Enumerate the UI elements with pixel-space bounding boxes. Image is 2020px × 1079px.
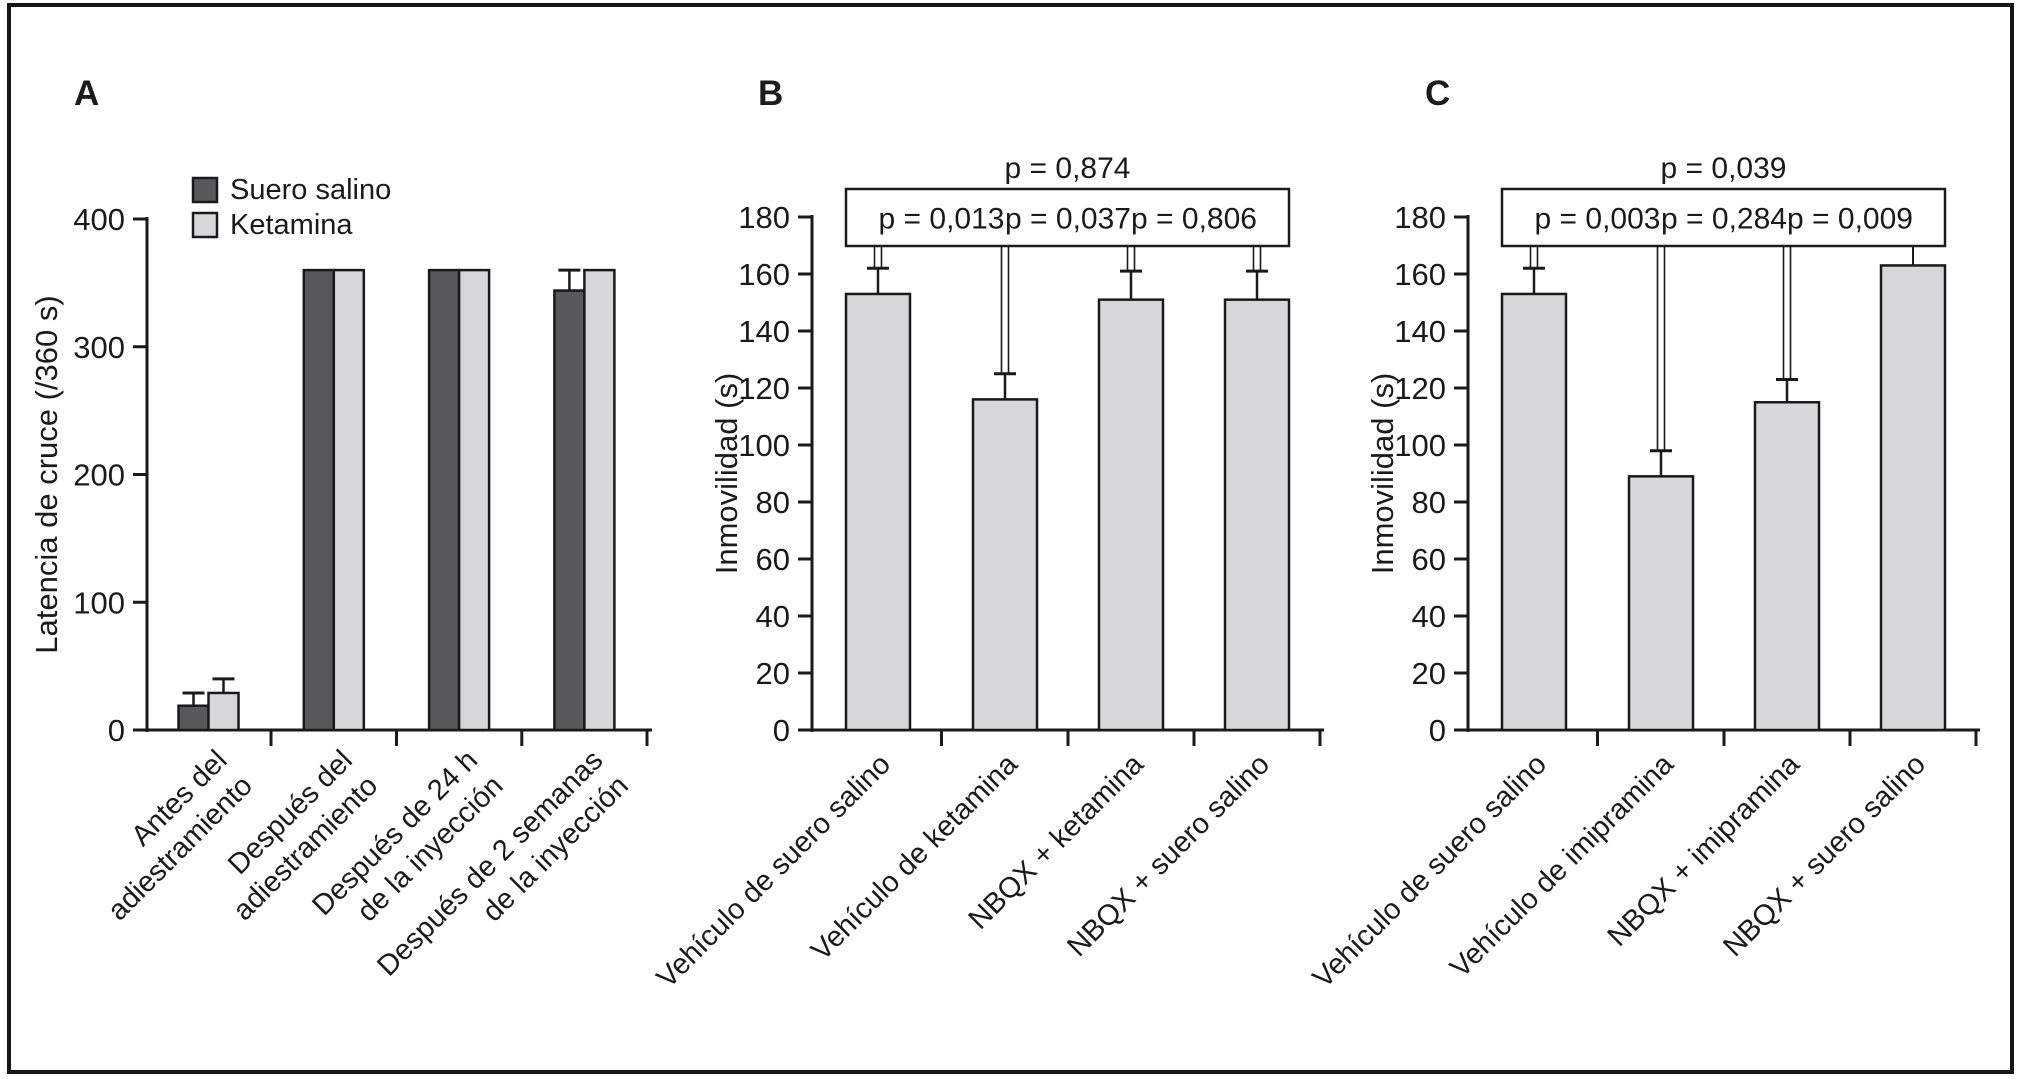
svg-text:160: 160 (738, 257, 790, 292)
svg-text:200: 200 (73, 458, 125, 493)
bars (177, 268, 616, 732)
legend-swatch (191, 176, 219, 204)
panel-b-label: B (758, 74, 784, 113)
bar (971, 398, 1039, 732)
svg-text:0: 0 (108, 713, 125, 748)
bar (1223, 298, 1291, 732)
panel-a-label: A (74, 74, 100, 113)
error-bars (182, 268, 581, 706)
x-ticks (940, 730, 1322, 746)
svg-text:300: 300 (73, 330, 125, 365)
bar (177, 704, 210, 732)
svg-text:120: 120 (1394, 371, 1446, 406)
bar (1753, 401, 1821, 732)
error-bars (1523, 266, 1798, 477)
bar (1627, 475, 1695, 732)
svg-text:0: 0 (773, 713, 790, 748)
svg-text:180: 180 (738, 200, 790, 235)
x-ticks (269, 730, 649, 746)
y-tick-labels: 0 20 40 60 80 100 120 140 160 180 (1394, 200, 1468, 748)
svg-text:80: 80 (756, 485, 790, 520)
p-value-box (844, 187, 1291, 248)
svg-text:20: 20 (1412, 656, 1446, 691)
svg-text:140: 140 (1394, 314, 1446, 349)
bar (302, 268, 336, 732)
svg-text:NBQX + suero salino: NBQX + suero salino (1717, 748, 1932, 963)
svg-text:p = 0,806: p = 0,806 (1131, 203, 1257, 236)
svg-text:Ketamina: Ketamina (230, 209, 353, 241)
bars (844, 292, 1291, 732)
y-tick-labels: 0 20 40 60 80 100 120 140 160 180 (738, 200, 812, 748)
svg-text:Vehículo de suero salino: Vehículo de suero salino (1307, 748, 1553, 994)
svg-text:160: 160 (1394, 257, 1446, 292)
bar (844, 292, 912, 732)
svg-text:180: 180 (1394, 200, 1446, 235)
panel-c-label: C (1425, 74, 1451, 113)
svg-text:100: 100 (73, 585, 125, 620)
legend-swatch (191, 211, 219, 239)
svg-text:120: 120 (738, 371, 790, 406)
bar (332, 268, 366, 732)
svg-text:40: 40 (1412, 599, 1446, 634)
svg-text:60: 60 (756, 542, 790, 577)
svg-text:140: 140 (738, 314, 790, 349)
svg-text:p = 0,037: p = 0,037 (1005, 203, 1131, 236)
x-ticks (1596, 730, 1978, 746)
svg-text:80: 80 (1412, 485, 1446, 520)
bar (207, 691, 240, 732)
y-axis-title: Inmovilidad (s) (709, 373, 744, 575)
bar (457, 268, 491, 732)
bar (583, 268, 616, 732)
svg-text:40: 40 (756, 599, 790, 634)
svg-text:100: 100 (1394, 428, 1446, 463)
svg-text:p = 0,039: p = 0,039 (1661, 152, 1787, 185)
svg-text:Latencia de cruce (/360 s): Latencia de cruce (/360 s) (29, 295, 64, 653)
y-axis-title: Latencia de cruce (/360 s) (29, 295, 64, 653)
svg-text:p = 0,284: p = 0,284 (1661, 203, 1787, 236)
y-tick-labels: 0 100 200 300 400 (73, 202, 147, 748)
svg-text:p = 0,013: p = 0,013 (879, 203, 1005, 236)
svg-text:Vehículo de ketamina: Vehículo de ketamina (805, 748, 1024, 967)
svg-text:Vehículo de imipramina: Vehículo de imipramina (1444, 748, 1680, 984)
svg-text:100: 100 (738, 428, 790, 463)
bar (553, 289, 586, 732)
svg-text:60: 60 (1412, 542, 1446, 577)
p-value-box (1500, 187, 1947, 248)
bars (1500, 264, 1947, 732)
svg-text:p = 0,009: p = 0,009 (1787, 203, 1913, 236)
bar (1500, 292, 1568, 732)
error-bars (867, 266, 1268, 400)
svg-text:p = 0,874: p = 0,874 (1005, 152, 1131, 185)
svg-text:Inmovilidad (s): Inmovilidad (s) (1365, 373, 1400, 575)
panel-c-plot: 0 20 40 60 80 100 120 140 160 180 Inmovilidad (s) V… (1307, 152, 1980, 994)
y-axis-title: Inmovilidad (s) (1365, 373, 1400, 575)
bar (1879, 264, 1947, 732)
svg-text:400: 400 (73, 202, 125, 237)
svg-text:Inmovilidad (s): Inmovilidad (s) (709, 373, 744, 575)
svg-text:Vehículo de suero salino: Vehículo de suero salino (651, 748, 897, 994)
svg-text:p = 0,003: p = 0,003 (1535, 203, 1661, 236)
bar (1097, 298, 1165, 732)
panel-b-plot: 0 20 40 60 80 100 120 140 160 180 Inmovilidad (s) V… (651, 152, 1324, 994)
svg-text:NBQX + suero salino: NBQX + suero salino (1061, 748, 1276, 963)
panel-a-plot: 0 100 200 300 400 Latencia de cruce (/360 s) A… (29, 174, 652, 982)
bar (427, 268, 461, 732)
svg-text:0: 0 (1429, 713, 1446, 748)
svg-text:Suero salino: Suero salino (230, 174, 391, 206)
svg-text:20: 20 (756, 656, 790, 691)
